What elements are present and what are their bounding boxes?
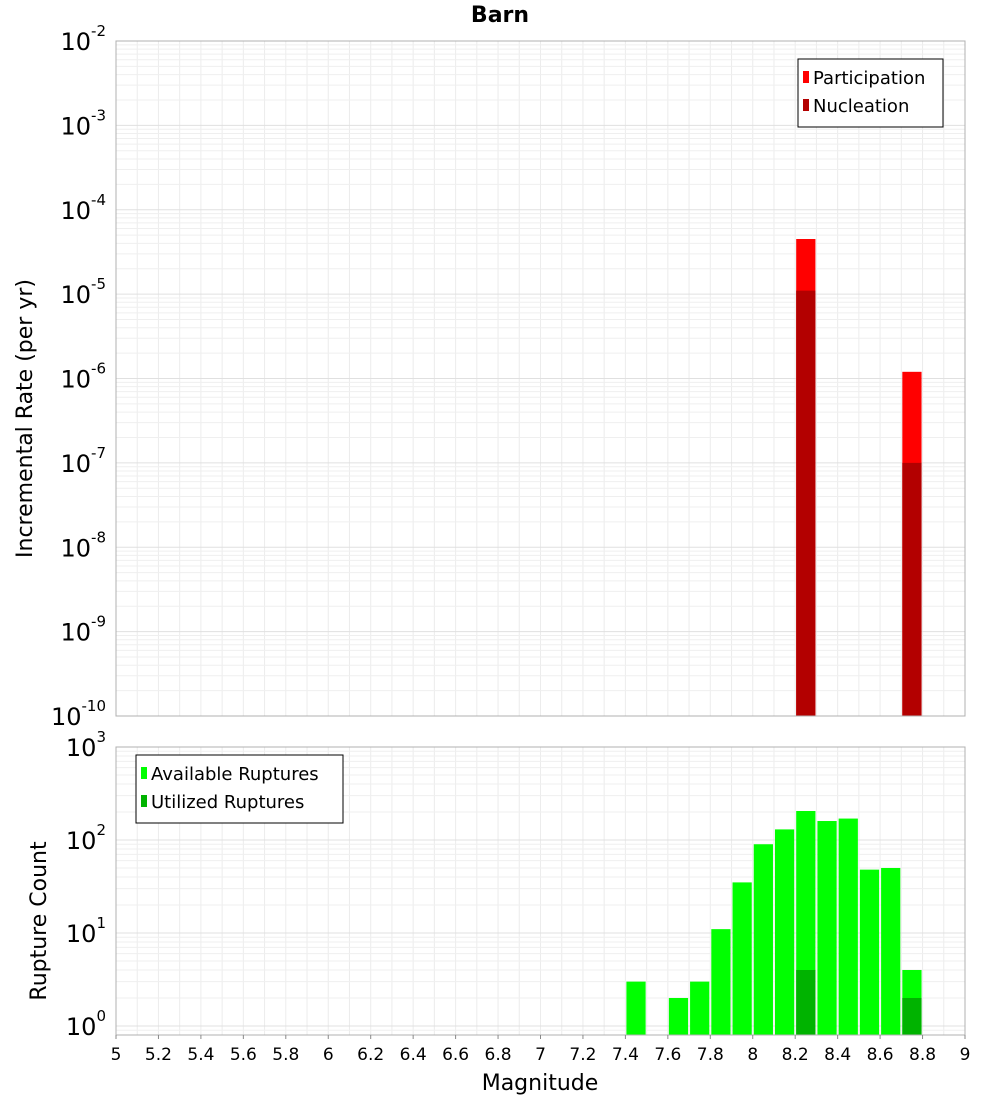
- y-tick-label: 100: [66, 1007, 106, 1041]
- x-tick-label: 5.2: [145, 1045, 172, 1065]
- rate-y-ticks: 10-10 10-9 10-8 10-7 10-6 10-5 10-4 10-3 10-2: [51, 22, 106, 731]
- legend-swatch: [803, 71, 809, 83]
- y-tick-label: 10-6: [60, 360, 106, 394]
- legend-swatch: [803, 99, 809, 111]
- legend-swatch: [141, 795, 147, 807]
- bar-available-ruptures: [732, 882, 752, 1035]
- count-legend: Available Ruptures Utilized Ruptures: [135, 754, 344, 824]
- bar-available-ruptures: [711, 929, 731, 1035]
- x-tick-label: 7.6: [654, 1045, 681, 1065]
- count-y-ticks: 100 101 102 103: [66, 728, 106, 1041]
- x-tick-label: 8.2: [782, 1045, 809, 1065]
- y-tick-label: 10-7: [60, 444, 106, 478]
- bar-available-ruptures: [859, 869, 880, 1035]
- x-tick-label: 6.2: [357, 1045, 384, 1065]
- y-tick-label: 10-5: [60, 275, 106, 309]
- bar-utilized-ruptures: [902, 997, 922, 1035]
- x-tick-label: 7: [535, 1045, 546, 1065]
- bar-available-ruptures: [817, 821, 837, 1035]
- x-tick-label: 5.8: [272, 1045, 299, 1065]
- x-tick-label: 7.8: [697, 1045, 724, 1065]
- x-tick-label: 6.8: [485, 1045, 512, 1065]
- bar-utilized-ruptures: [796, 969, 816, 1035]
- x-tick-label: 8.4: [824, 1045, 851, 1065]
- legend-label: Participation: [813, 68, 925, 89]
- legend-label: Utilized Ruptures: [151, 792, 304, 813]
- magnitude-x-ticks: 5 5.2 5.4 5.6 5.8 6 6.2 6.4 6.6 6.8 7 7.2 7.4 7.6 7.8 8…: [111, 1035, 971, 1065]
- legend-label: Nucleation: [813, 96, 909, 117]
- rate-y-axis-label: Incremental Rate (per yr): [13, 279, 38, 558]
- x-tick-label: 6.6: [442, 1045, 469, 1065]
- x-tick-label: 6: [323, 1045, 334, 1065]
- y-tick-label: 10-8: [60, 528, 106, 562]
- x-tick-label: 9: [960, 1045, 971, 1065]
- count-panel: 100 101 102 103 5 5.2 5.4 5.6 5.8 6 6.2 6.4 6.6 6.8 7…: [27, 728, 970, 1096]
- y-tick-label: 102: [66, 821, 106, 855]
- bar-available-ruptures: [668, 997, 689, 1035]
- count-y-axis-label: Rupture Count: [27, 841, 52, 1001]
- y-tick-label: 10-10: [51, 697, 106, 731]
- x-tick-label: 5.4: [187, 1045, 214, 1065]
- rate-bars: [796, 239, 922, 716]
- chart-title: Barn: [471, 3, 529, 28]
- bar-nucleation: [902, 462, 922, 716]
- x-tick-label: 5.6: [230, 1045, 257, 1065]
- bar-available-ruptures: [753, 844, 773, 1035]
- rate-legend: Participation Nucleation: [797, 58, 944, 128]
- bar-available-ruptures: [838, 818, 858, 1035]
- y-tick-label: 10-4: [60, 191, 106, 225]
- count-bars: [626, 811, 922, 1035]
- bar-available-ruptures: [774, 829, 795, 1035]
- y-tick-label: 10-3: [60, 106, 106, 140]
- bar-nucleation: [796, 290, 816, 716]
- y-tick-label: 10-2: [60, 22, 106, 56]
- x-tick-label: 8.8: [909, 1045, 936, 1065]
- y-tick-label: 101: [66, 914, 106, 948]
- y-tick-label: 10-9: [60, 613, 106, 647]
- x-tick-label: 5: [111, 1045, 122, 1065]
- x-tick-label: 7.2: [569, 1045, 596, 1065]
- legend-box: [797, 58, 944, 128]
- x-axis-label: Magnitude: [482, 1071, 599, 1096]
- bar-available-ruptures: [881, 867, 901, 1035]
- bar-available-ruptures: [690, 981, 710, 1035]
- x-tick-label: 8.6: [867, 1045, 894, 1065]
- legend-label: Available Ruptures: [151, 764, 319, 785]
- rate-panel: 10-10 10-9 10-8 10-7 10-6 10-5 10-4 10-3 10-2 In…: [13, 22, 966, 731]
- y-tick-label: 103: [66, 728, 106, 762]
- x-tick-label: 7.4: [612, 1045, 639, 1065]
- legend-box: [135, 754, 344, 824]
- rate-grid: [115, 40, 966, 717]
- x-tick-label: 8: [747, 1045, 758, 1065]
- bar-available-ruptures: [626, 981, 646, 1035]
- x-tick-label: 6.4: [400, 1045, 427, 1065]
- rate-plot-border: [115, 40, 966, 717]
- legend-swatch: [141, 767, 147, 779]
